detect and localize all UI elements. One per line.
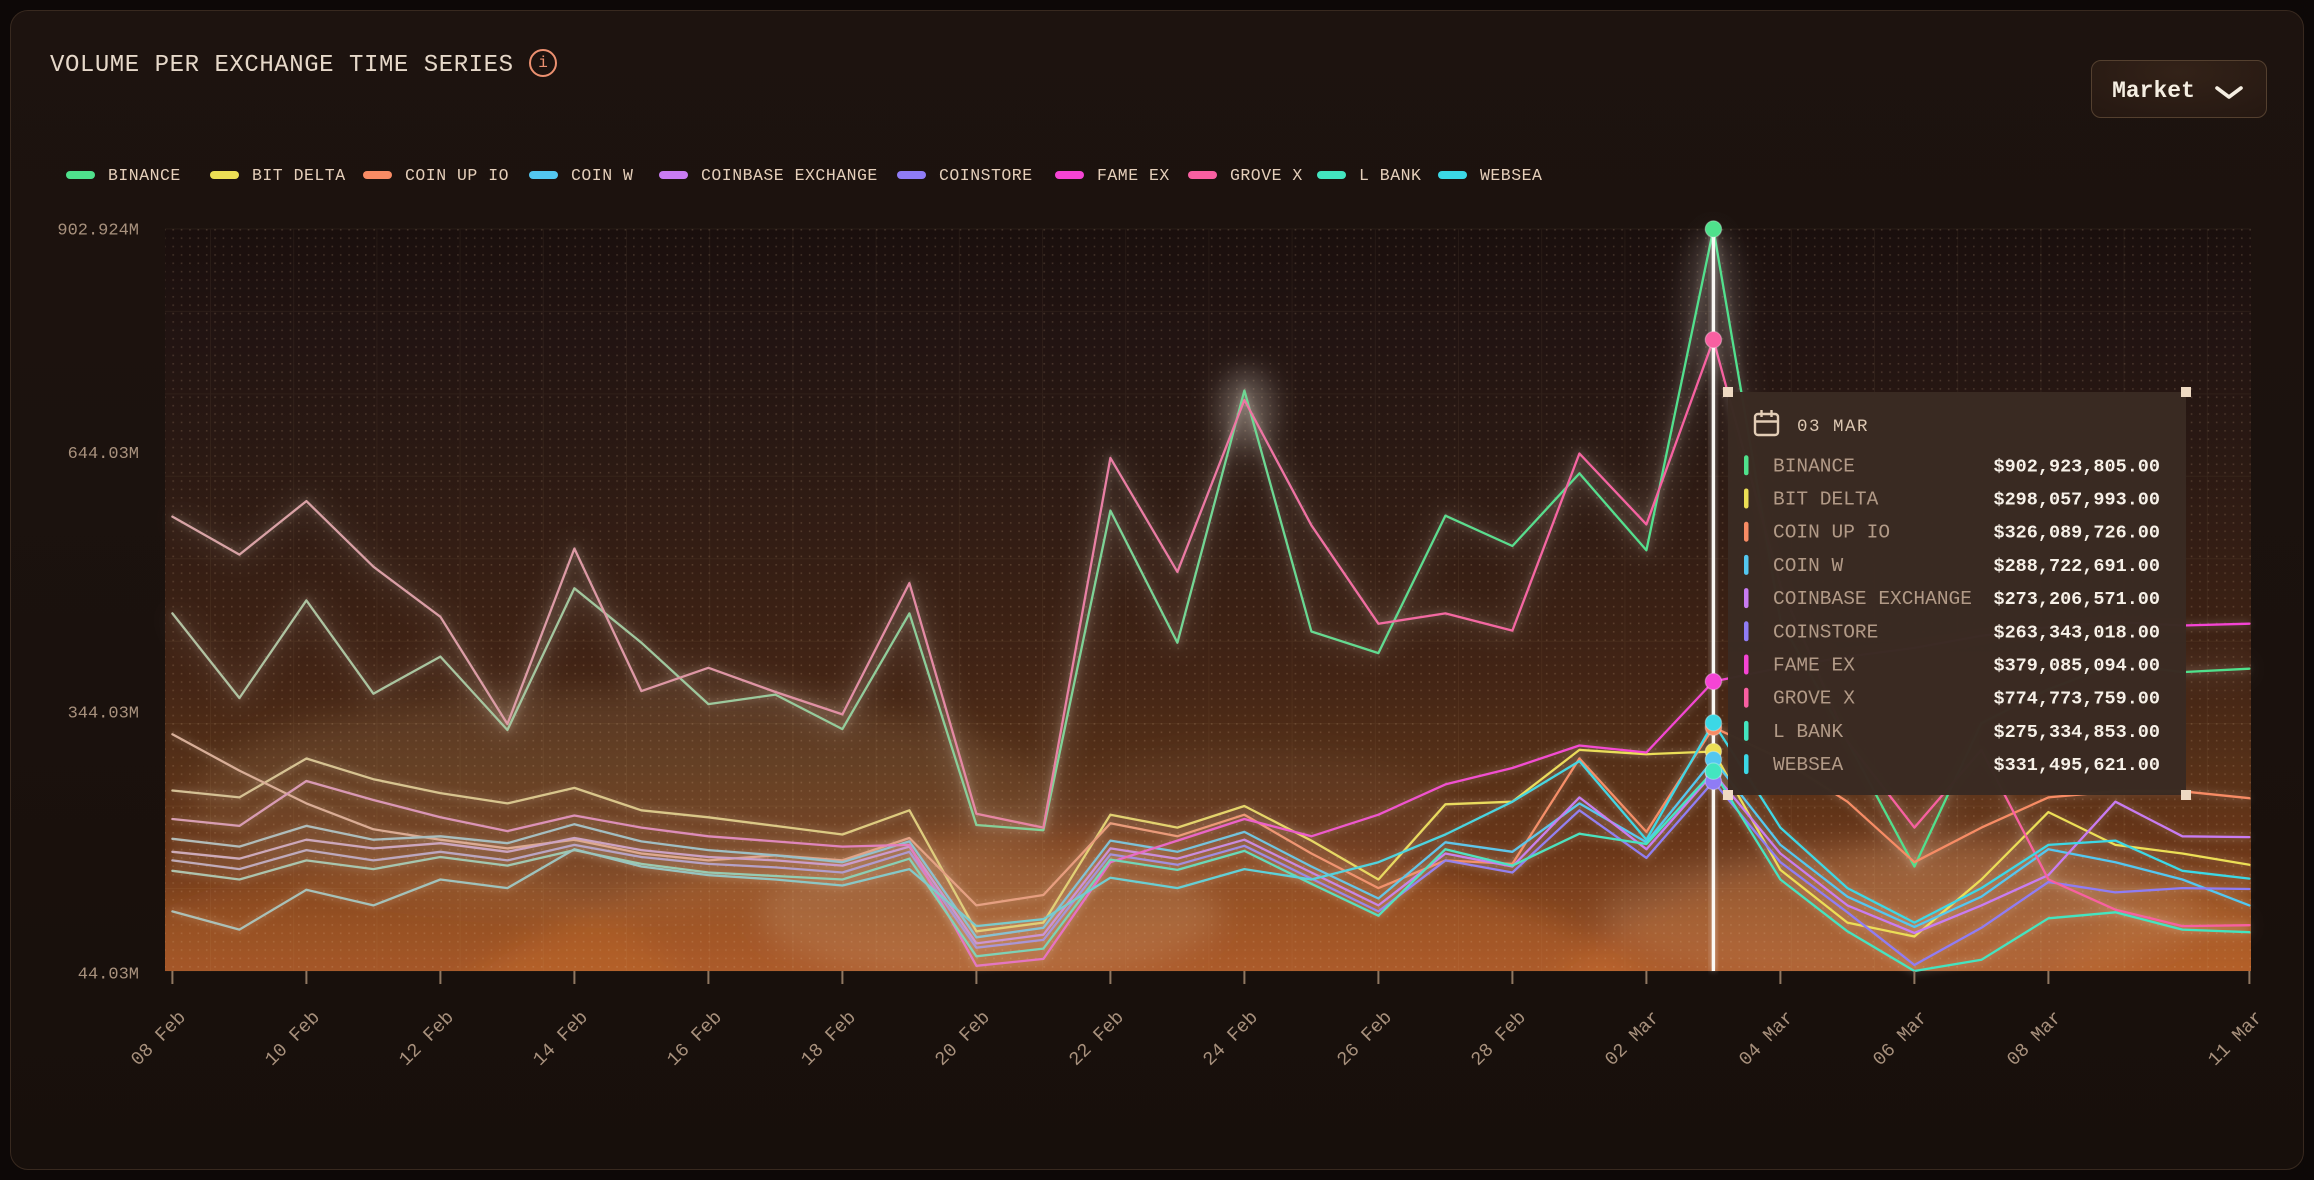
svg-text:L BANK: L BANK	[1773, 721, 1844, 743]
svg-text:12 Feb: 12 Feb	[395, 1007, 459, 1071]
svg-text:$288,722,691.00: $288,722,691.00	[1993, 556, 2160, 577]
svg-text:COINSTORE: COINSTORE	[1773, 621, 1878, 643]
svg-text:20 Feb: 20 Feb	[931, 1007, 995, 1071]
svg-text:BIT DELTA: BIT DELTA	[1773, 489, 1879, 511]
svg-text:FAME EX: FAME EX	[1773, 655, 1855, 677]
svg-text:16 Feb: 16 Feb	[663, 1007, 727, 1071]
svg-text:$774,773,759.00: $774,773,759.00	[1993, 689, 2160, 710]
svg-text:08 Feb: 08 Feb	[127, 1007, 191, 1071]
svg-text:24 Feb: 24 Feb	[1199, 1007, 1263, 1071]
svg-text:44.03M: 44.03M	[78, 966, 139, 985]
svg-text:$331,495,621.00: $331,495,621.00	[1993, 755, 2160, 776]
svg-text:644.03M: 644.03M	[68, 445, 139, 464]
svg-text:$275,334,853.00: $275,334,853.00	[1993, 722, 2160, 743]
svg-text:902.924M: 902.924M	[57, 222, 139, 241]
svg-text:COINBASE EXCHANGE: COINBASE EXCHANGE	[1773, 588, 1972, 610]
svg-text:BINANCE: BINANCE	[1773, 455, 1855, 477]
svg-text:$902,923,805.00: $902,923,805.00	[1993, 456, 2160, 477]
svg-text:COIN UP IO: COIN UP IO	[1773, 522, 1890, 544]
svg-text:WEBSEA: WEBSEA	[1773, 754, 1844, 776]
svg-text:10 Feb: 10 Feb	[261, 1007, 325, 1071]
svg-text:08 Mar: 08 Mar	[2003, 1007, 2067, 1071]
svg-text:18 Feb: 18 Feb	[797, 1007, 861, 1071]
svg-text:11 Mar: 11 Mar	[2204, 1007, 2268, 1071]
svg-text:COIN W: COIN W	[1773, 555, 1844, 577]
svg-text:02 Mar: 02 Mar	[1601, 1007, 1665, 1071]
svg-text:06 Mar: 06 Mar	[1869, 1007, 1933, 1071]
svg-text:28 Feb: 28 Feb	[1467, 1007, 1531, 1071]
svg-text:$273,206,571.00: $273,206,571.00	[1993, 589, 2160, 610]
svg-text:GROVE X: GROVE X	[1773, 688, 1855, 710]
svg-text:22 Feb: 22 Feb	[1065, 1007, 1129, 1071]
svg-text:26 Feb: 26 Feb	[1333, 1007, 1397, 1071]
svg-text:$298,057,993.00: $298,057,993.00	[1993, 490, 2160, 511]
svg-text:$379,085,094.00: $379,085,094.00	[1993, 656, 2160, 677]
svg-text:14 Feb: 14 Feb	[529, 1007, 593, 1071]
svg-text:$263,343,018.00: $263,343,018.00	[1993, 622, 2160, 643]
svg-text:03 MAR: 03 MAR	[1797, 417, 1869, 437]
svg-text:344.03M: 344.03M	[68, 705, 139, 724]
svg-text:$326,089,726.00: $326,089,726.00	[1993, 523, 2160, 544]
svg-text:04 Mar: 04 Mar	[1735, 1007, 1799, 1071]
